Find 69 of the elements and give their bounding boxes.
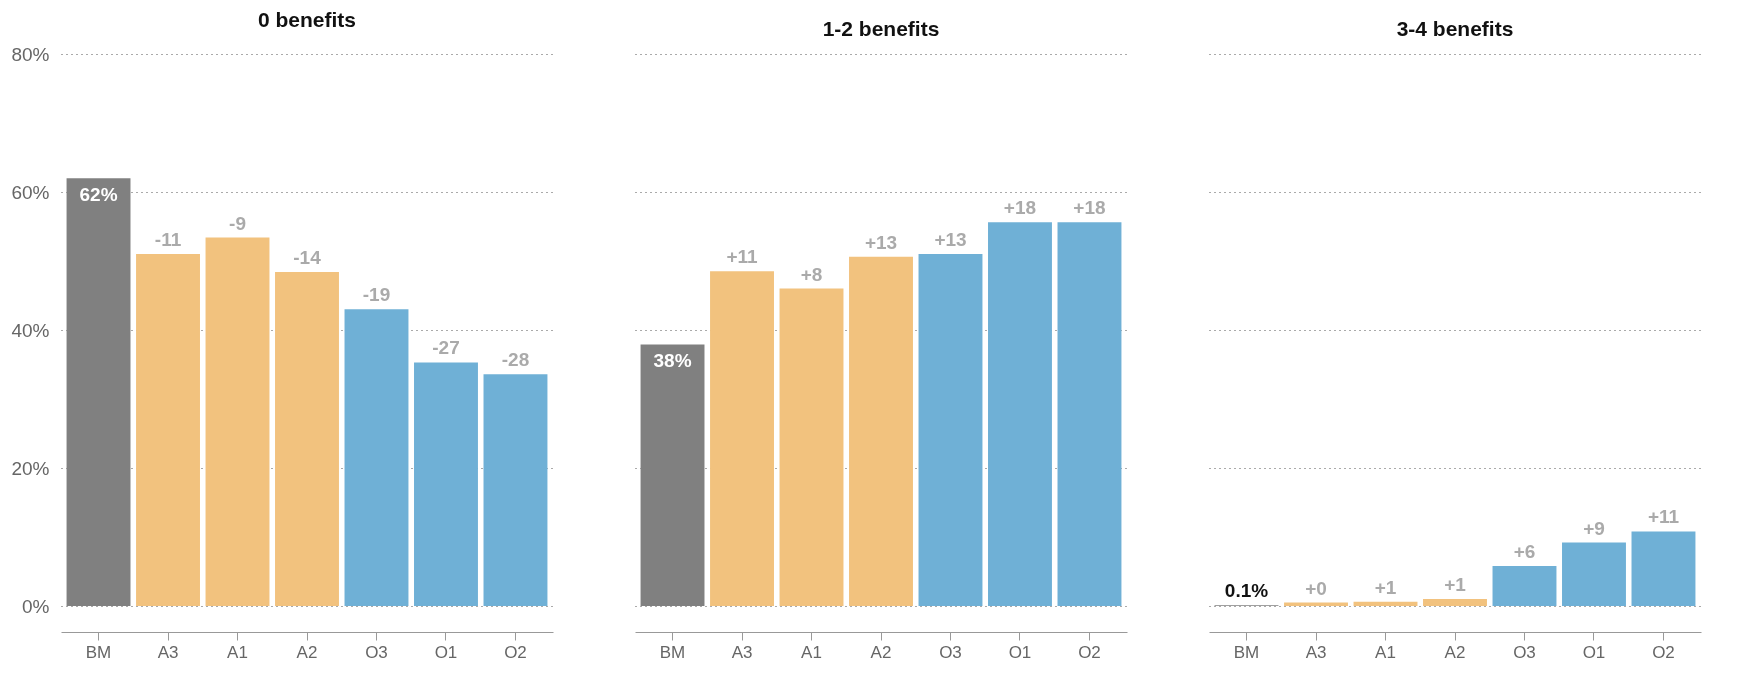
annotation: +1 bbox=[1374, 576, 1397, 598]
annotation: +0 bbox=[1305, 577, 1327, 599]
annotation: +6 bbox=[1513, 540, 1536, 562]
annotation: -27 bbox=[432, 337, 460, 359]
bar bbox=[1057, 222, 1122, 606]
bar bbox=[136, 254, 200, 606]
annotation: +13 bbox=[934, 229, 967, 251]
bar bbox=[205, 237, 270, 606]
bar bbox=[483, 374, 548, 606]
y-tick-label: 40% bbox=[11, 319, 50, 341]
annotation: +13 bbox=[864, 231, 898, 253]
chart-title: 3-4 benefits bbox=[1396, 17, 1514, 40]
x-tick-label: O2 bbox=[1652, 642, 1675, 662]
chart-title: 1-2 benefits bbox=[822, 17, 940, 40]
x-tick-label: A1 bbox=[1375, 642, 1396, 662]
bar bbox=[1492, 565, 1557, 606]
bar bbox=[1353, 601, 1418, 606]
annotation: -14 bbox=[293, 247, 322, 269]
x-tick-label: BM bbox=[85, 642, 112, 662]
annotation: +9 bbox=[1583, 517, 1605, 539]
x-tick-label: A2 bbox=[870, 642, 892, 662]
annotation: +11 bbox=[1647, 506, 1680, 528]
bar bbox=[779, 288, 844, 606]
bar bbox=[275, 272, 339, 606]
y-tick-label: 60% bbox=[11, 181, 50, 203]
x-tick-label: O2 bbox=[504, 642, 527, 662]
x-tick-label: O3 bbox=[1513, 642, 1536, 662]
x-tick-label: O1 bbox=[434, 642, 458, 662]
x-tick-label: A3 bbox=[1305, 642, 1327, 662]
x-tick-label: O1 bbox=[1008, 642, 1032, 662]
bar bbox=[344, 309, 409, 606]
x-tick-label: BM bbox=[1233, 642, 1260, 662]
x-tick-label: BM bbox=[659, 642, 686, 662]
annotation: -9 bbox=[229, 212, 246, 234]
data-label: 38% bbox=[653, 350, 692, 372]
bar bbox=[988, 222, 1052, 606]
bar bbox=[1631, 531, 1696, 606]
bar bbox=[710, 271, 774, 606]
x-tick-label: A1 bbox=[801, 642, 822, 662]
annotation: +8 bbox=[800, 263, 823, 285]
x-tick-label: A2 bbox=[296, 642, 318, 662]
x-tick-label: A3 bbox=[731, 642, 753, 662]
x-tick-label: O1 bbox=[1582, 642, 1606, 662]
bar bbox=[66, 178, 131, 606]
annotation: -19 bbox=[362, 284, 391, 306]
x-tick-label: O2 bbox=[1078, 642, 1101, 662]
bar bbox=[1423, 599, 1487, 606]
y-tick-label: 80% bbox=[11, 43, 50, 65]
x-tick-label: O3 bbox=[939, 642, 962, 662]
x-tick-label: A3 bbox=[157, 642, 179, 662]
annotation: -28 bbox=[501, 349, 530, 371]
annotation: +18 bbox=[1073, 197, 1106, 219]
y-tick-label: 0% bbox=[22, 595, 50, 617]
bar bbox=[414, 362, 478, 606]
x-tick-label: A2 bbox=[1444, 642, 1466, 662]
annotation: -11 bbox=[154, 229, 182, 251]
y-tick-label: 20% bbox=[11, 457, 50, 479]
annotation: +18 bbox=[1003, 197, 1037, 219]
bar bbox=[918, 254, 983, 606]
data-label: 0.1% bbox=[1224, 580, 1269, 602]
bar bbox=[849, 256, 913, 606]
annotation: +1 bbox=[1444, 574, 1467, 596]
chart-title: 0 benefits bbox=[257, 8, 357, 31]
data-label: 62% bbox=[79, 184, 118, 206]
x-tick-label: O3 bbox=[365, 642, 388, 662]
bar bbox=[640, 344, 705, 606]
x-tick-label: A1 bbox=[227, 642, 248, 662]
bar bbox=[1562, 542, 1626, 606]
annotation: +11 bbox=[726, 246, 759, 268]
